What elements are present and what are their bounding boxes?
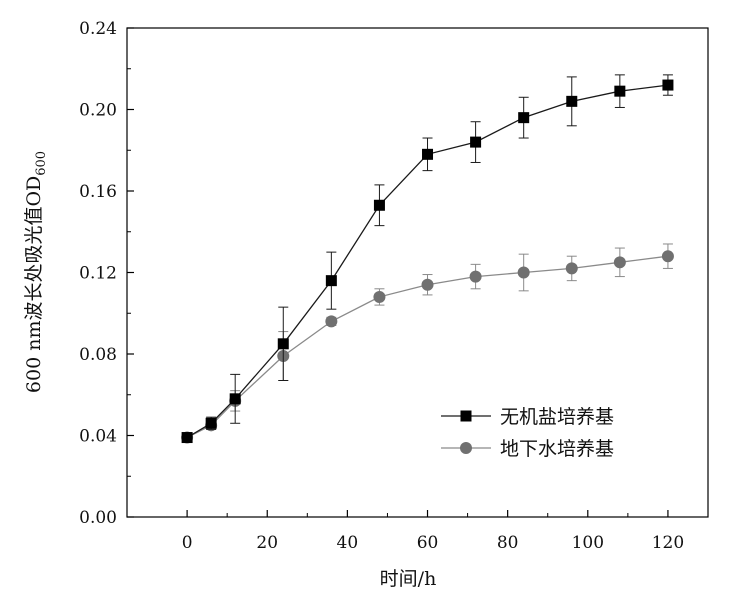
data-point: [205, 417, 217, 429]
axis-ticks: [127, 27, 669, 518]
series-layer: [181, 74, 674, 444]
series-square: [181, 74, 674, 444]
x-tick-label: 0: [182, 533, 193, 553]
data-point: [325, 315, 338, 328]
x-tick-labels: 0 20 40 60 80 100 120: [182, 533, 684, 553]
data-point: [661, 250, 674, 263]
data-point: [518, 112, 530, 124]
data-point: [613, 256, 626, 269]
y-tick-label: 0.20: [79, 101, 117, 121]
x-tick-label: 80: [497, 533, 519, 553]
legend-item: 无机盐培养基: [441, 406, 614, 428]
legend-label: 地下水培养基: [500, 438, 614, 460]
legend-label: 无机盐培养基: [500, 406, 614, 428]
data-point: [373, 290, 386, 303]
data-point: [662, 79, 674, 91]
y-axis-title: 600 nm波长处吸光值OD600: [23, 151, 49, 393]
data-point: [229, 393, 241, 405]
data-point: [422, 148, 434, 160]
data-point: [421, 278, 434, 291]
y-tick-label: 0.24: [79, 19, 117, 39]
data-point: [470, 136, 482, 148]
legend-item: 地下水培养基: [441, 438, 614, 460]
y-tick-labels: 0.00 0.04 0.08 0.12 0.16 0.20 0.24: [79, 19, 117, 528]
x-tick-label: 40: [337, 533, 359, 553]
data-point: [614, 85, 626, 97]
x-tick-label: 100: [572, 533, 604, 553]
y-axis-title-subscript: 600: [34, 151, 49, 176]
y-tick-label: 0.04: [79, 427, 117, 447]
data-point: [181, 432, 193, 444]
data-point: [469, 270, 482, 283]
y-tick-label: 0.16: [79, 182, 117, 202]
data-point: [325, 275, 337, 287]
data-point: [565, 262, 578, 275]
x-tick-label: 20: [256, 533, 278, 553]
data-point: [566, 95, 578, 107]
data-point: [373, 199, 385, 211]
plot-frame: [126, 27, 709, 518]
y-tick-label: 0.00: [79, 508, 117, 528]
y-tick-label: 0.12: [79, 264, 117, 284]
x-tick-label: 120: [652, 533, 684, 553]
data-point: [277, 338, 289, 350]
data-point: [517, 266, 530, 279]
x-axis-title: 时间/h: [380, 568, 437, 590]
x-tick-label: 60: [417, 533, 439, 553]
y-axis-title-main: 600 nm波长处吸光值OD: [23, 176, 45, 393]
y-tick-label: 0.08: [79, 345, 117, 365]
legend-marker: [460, 442, 472, 454]
legend-marker: [460, 410, 472, 422]
